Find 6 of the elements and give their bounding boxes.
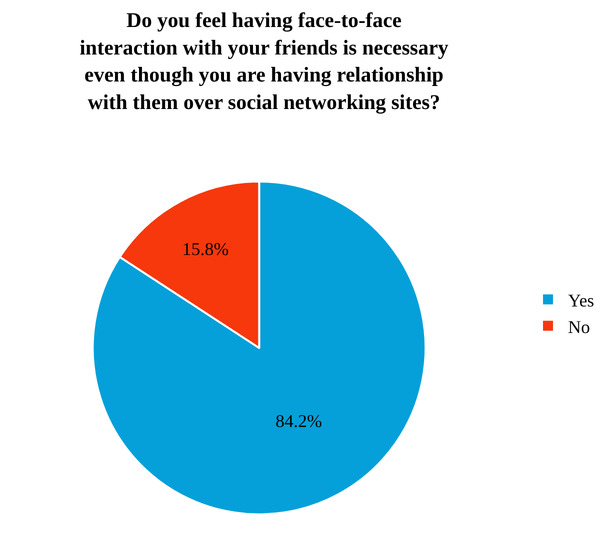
- data-label: 15.8%: [182, 238, 229, 259]
- data-label: 84.2%: [276, 411, 322, 432]
- chart-title: Do you feel having face-to-face interaction with your friends is necessary even though you are having relationship with them over social networking sites?: [80, 8, 449, 114]
- legend-label: No: [568, 316, 590, 337]
- pie-slice: [92, 180, 427, 516]
- legend-label: Yes: [568, 290, 594, 310]
